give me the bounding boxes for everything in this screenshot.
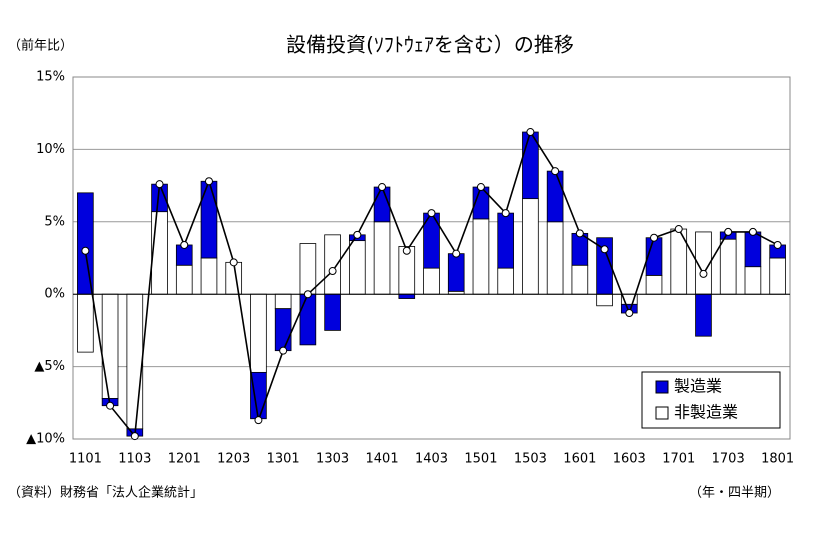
y-tick-label: 5%: [44, 214, 65, 229]
x-tick-label: 1403: [415, 452, 448, 467]
bar: [349, 240, 366, 295]
total-point: [279, 346, 288, 355]
x-tick-label: 1101: [69, 452, 102, 467]
bar: [447, 253, 465, 292]
bar: [744, 231, 762, 268]
bar: [719, 238, 737, 295]
total-point: [204, 177, 213, 186]
bar: [200, 257, 218, 295]
legend-swatch: [655, 380, 669, 394]
bar: [472, 218, 490, 295]
plot-frame: [72, 76, 791, 440]
total-point: [526, 128, 535, 137]
x-tick-label: 1601: [563, 452, 596, 467]
bar: [77, 293, 94, 353]
x-tick-label: 1501: [464, 452, 497, 467]
y-tick-label: ▲10%: [26, 432, 65, 447]
bar: [546, 170, 564, 223]
bar: [398, 293, 416, 299]
bar: [645, 274, 663, 295]
bar: [77, 192, 94, 295]
bar: [497, 212, 514, 269]
total-point: [155, 180, 164, 189]
total-point: [748, 227, 757, 236]
total-point: [180, 240, 189, 249]
bar: [744, 266, 762, 295]
total-point: [699, 269, 708, 278]
total-point: [81, 246, 90, 255]
x-tick-label: 1301: [267, 452, 300, 467]
x-tick-label: 1401: [366, 452, 399, 467]
bar: [695, 293, 712, 337]
y-tick-label: 0%: [44, 287, 65, 302]
bar: [324, 234, 341, 295]
x-tick-label: 1203: [217, 452, 250, 467]
bar: [373, 186, 391, 223]
bar: [571, 232, 589, 266]
total-point: [600, 245, 609, 254]
total-point: [650, 233, 659, 242]
bar: [200, 180, 218, 259]
bar: [299, 293, 317, 346]
x-tick-label: 1703: [712, 452, 745, 467]
bar: [101, 293, 119, 399]
bar: [324, 293, 341, 331]
total-point: [551, 167, 560, 176]
bar: [546, 221, 564, 295]
total-point: [328, 267, 337, 276]
y-axis-label: （前年比）: [8, 38, 73, 54]
y-tick-label: 10%: [36, 142, 65, 157]
bar: [373, 221, 391, 295]
total-point: [130, 432, 139, 441]
bar: [423, 267, 440, 295]
bar: [522, 198, 539, 295]
bar: [596, 293, 613, 307]
bar: [274, 308, 292, 352]
x-tick-label: 1701: [662, 452, 695, 467]
total-point: [501, 209, 510, 218]
legend-label: 製造業: [674, 377, 722, 396]
x-tick-label: 1801: [761, 452, 794, 467]
x-tick-label: 1503: [514, 452, 547, 467]
y-tick-label: 15%: [36, 70, 65, 85]
bar: [769, 257, 786, 295]
y-tick-label: ▲5%: [34, 359, 65, 374]
bar: [175, 264, 193, 295]
bar: [497, 267, 514, 295]
total-point: [625, 309, 634, 318]
bar: [571, 264, 589, 295]
legend-swatch: [655, 406, 669, 420]
total-point: [773, 240, 782, 249]
bar: [250, 371, 267, 420]
chart-title: 設備投資(ｿﾌﾄｳｪｱを含む）の推移: [286, 33, 574, 57]
bar: [126, 293, 144, 430]
total-point: [254, 416, 263, 425]
legend-label: 非製造業: [674, 403, 738, 422]
total-point: [353, 230, 362, 239]
total-point: [674, 225, 683, 234]
total-point: [452, 249, 461, 258]
total-point: [106, 401, 115, 410]
x-tick-label: 1603: [613, 452, 646, 467]
total-point: [303, 290, 312, 299]
total-point: [724, 227, 733, 236]
source: （資料）財務省「法人企業統計」: [8, 485, 203, 501]
total-point: [378, 183, 387, 192]
x-axis-label: （年・四半期）: [689, 486, 780, 501]
total-point: [427, 209, 436, 218]
total-point: [229, 258, 238, 267]
total-point: [476, 183, 485, 192]
bar: [299, 243, 317, 295]
x-tick-label: 1303: [316, 452, 349, 467]
x-tick-label: 1103: [118, 452, 151, 467]
total-point: [575, 229, 584, 238]
x-tick-label: 1201: [168, 452, 201, 467]
bar: [151, 211, 168, 295]
bar: [250, 293, 267, 373]
bar: [274, 293, 292, 310]
total-point: [402, 246, 411, 255]
